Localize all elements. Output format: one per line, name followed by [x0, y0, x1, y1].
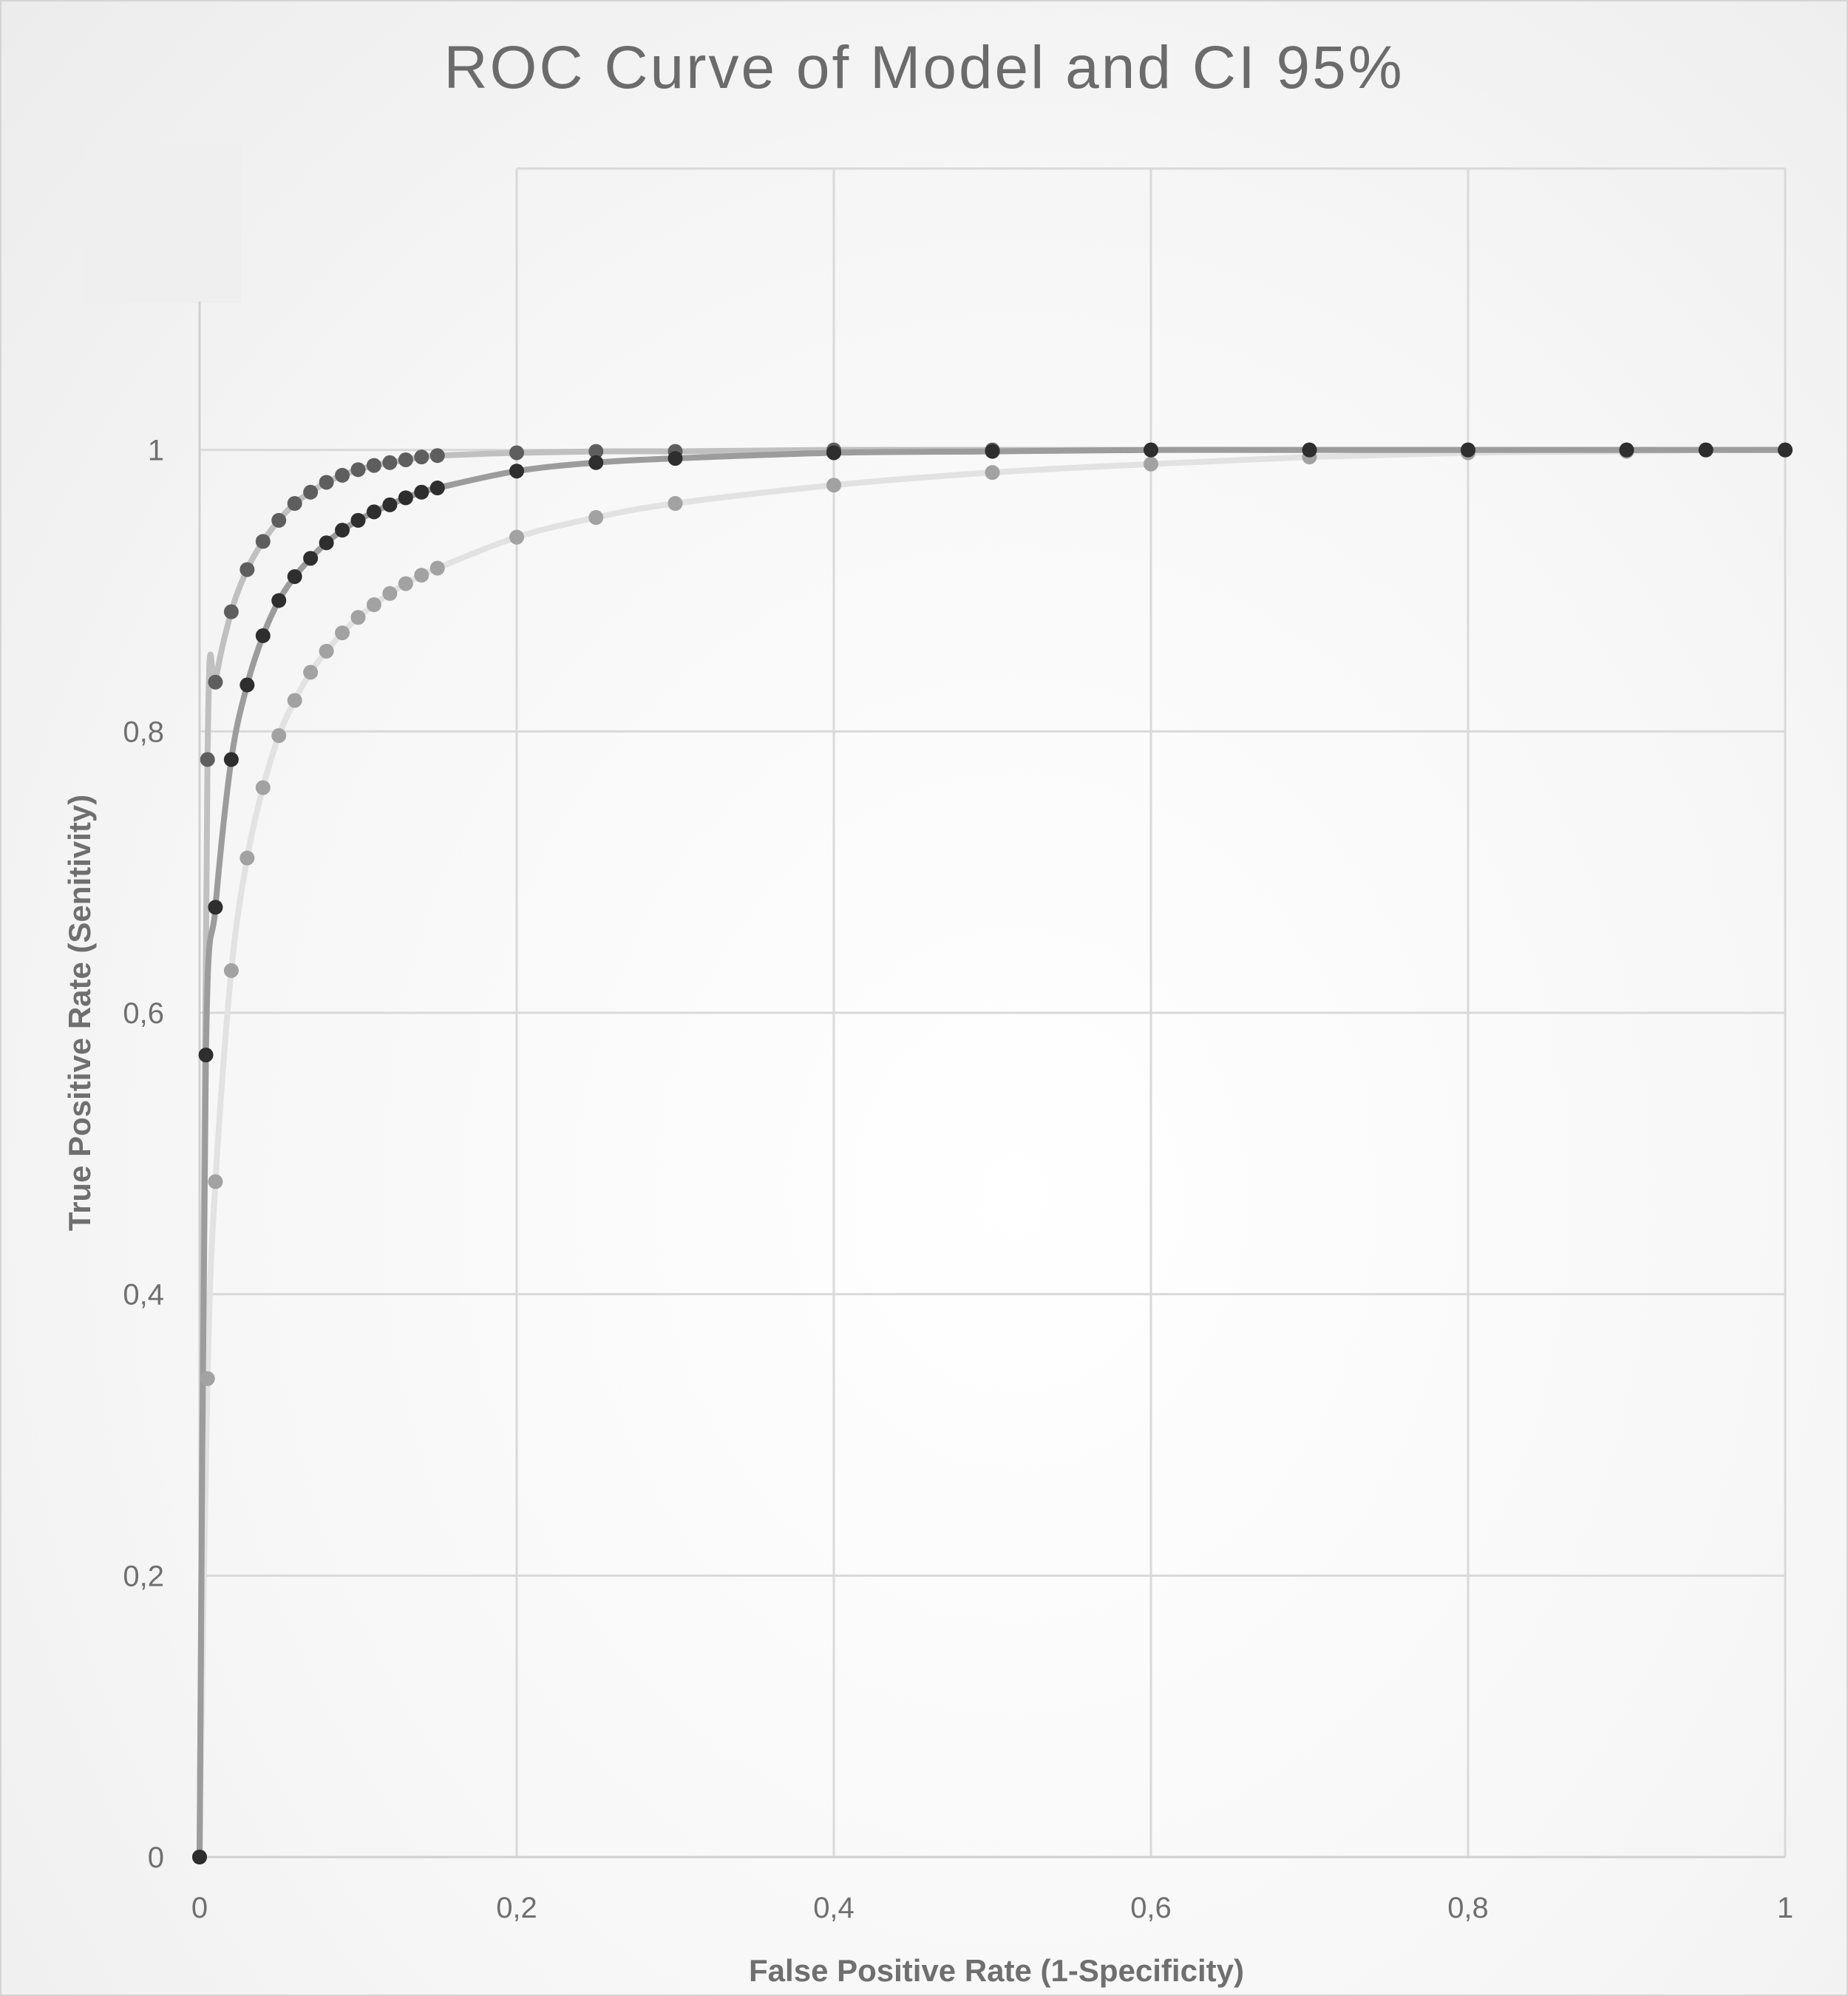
data-point [287, 568, 302, 584]
data-point [350, 610, 366, 625]
data-point [240, 850, 255, 866]
x-tick-label: 0,6 [1130, 1892, 1172, 1924]
y-tick-label: 0,8 [123, 716, 164, 748]
data-point [366, 597, 381, 613]
series-lines [197, 447, 1786, 1858]
data-point [287, 693, 302, 708]
data-point [223, 963, 239, 978]
data-point [335, 625, 350, 641]
data-point [255, 780, 271, 795]
data-point [509, 464, 524, 479]
data-point [271, 593, 287, 608]
grid-layer [198, 167, 1787, 1858]
y-tick-label: 0,2 [123, 1560, 164, 1592]
y-axis-label: True Positive Rate (Senitivity) [62, 795, 97, 1232]
chart-title: ROC Curve of Model and CI 95% [444, 34, 1404, 101]
x-tick-label: 0 [191, 1892, 208, 1924]
data-point [414, 484, 429, 500]
data-point [335, 467, 350, 483]
series-points [192, 442, 1793, 1864]
data-point [192, 1850, 207, 1864]
data-point [429, 560, 445, 576]
data-point [271, 512, 287, 528]
x-tick-label: 0,2 [496, 1892, 537, 1924]
data-point [240, 677, 255, 693]
tick-labels: 0 0,2 0,4 0,6 0,8 1 0 0,2 0,4 0,6 0,8 1 [123, 435, 1793, 1924]
data-point [588, 444, 604, 459]
data-point [382, 455, 398, 470]
data-point [287, 495, 302, 511]
series-line [197, 447, 1785, 1858]
data-point [1144, 456, 1158, 472]
data-point [335, 523, 350, 538]
data-point [200, 752, 215, 767]
data-point [398, 452, 413, 467]
data-point [429, 448, 445, 464]
x-tick-label: 1 [1777, 1892, 1793, 1924]
data-point [382, 585, 398, 601]
data-point [1619, 442, 1634, 458]
data-point [667, 451, 683, 466]
data-point [826, 445, 841, 461]
data-point [198, 1048, 214, 1063]
series-line [197, 447, 1785, 1858]
data-point [223, 604, 239, 619]
data-point [1302, 442, 1317, 458]
data-point [350, 512, 366, 528]
data-point [667, 495, 683, 511]
data-point [1698, 442, 1713, 458]
data-point [826, 478, 841, 493]
data-point [255, 628, 271, 643]
legend-box [83, 144, 242, 303]
data-point [509, 529, 524, 545]
data-point [255, 534, 271, 549]
y-tick-label: 0 [148, 1841, 164, 1874]
data-point [208, 1174, 223, 1189]
data-point [588, 455, 604, 470]
data-point [319, 535, 334, 551]
data-point [414, 449, 429, 465]
data-point [208, 900, 223, 915]
data-point [200, 1371, 215, 1386]
data-point [319, 475, 334, 490]
data-point [303, 484, 319, 500]
data-point [985, 444, 1000, 459]
y-tick-label: 0,6 [123, 997, 164, 1030]
data-point [271, 728, 287, 744]
data-point [240, 562, 255, 577]
data-point [303, 665, 319, 680]
data-point [1778, 442, 1793, 458]
data-point [382, 497, 398, 512]
data-point [509, 445, 524, 461]
data-point [1144, 442, 1158, 458]
data-point [398, 490, 413, 506]
series-line [197, 447, 1786, 1858]
data-point [985, 465, 1000, 481]
data-point [223, 752, 239, 767]
x-axis-label: False Positive Rate (1-Specificity) [749, 1953, 1244, 1988]
data-point [350, 462, 366, 478]
data-point [1461, 442, 1475, 458]
data-point [398, 576, 413, 591]
y-tick-label: 0,4 [123, 1279, 164, 1311]
data-point [303, 551, 319, 566]
data-point [366, 458, 381, 473]
data-point [208, 674, 223, 690]
data-point [414, 568, 429, 583]
x-tick-label: 0,4 [813, 1892, 855, 1924]
y-tick-label: 1 [148, 435, 164, 467]
data-point [588, 510, 604, 526]
x-tick-label: 0,8 [1447, 1892, 1489, 1924]
data-point [429, 481, 445, 496]
data-point [366, 504, 381, 520]
data-point [319, 643, 334, 659]
